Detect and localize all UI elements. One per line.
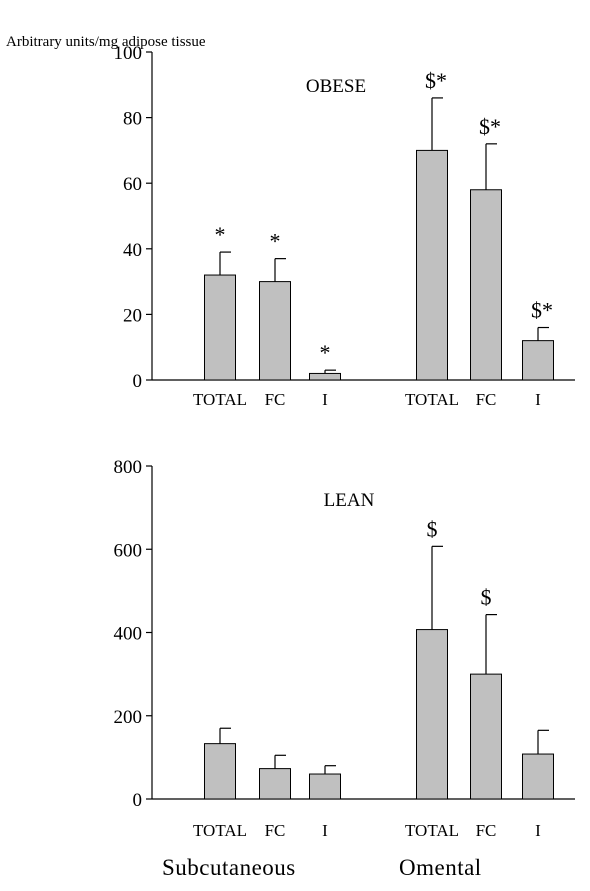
y-tick-label-obese: 80 <box>123 109 142 130</box>
category-label-lean: FC <box>476 821 497 840</box>
y-tick-label-obese: 0 <box>133 371 143 392</box>
y-tick-label-lean: 400 <box>114 624 143 645</box>
bar-lean <box>309 773 341 800</box>
significance-marker-lean: $ <box>427 516 438 541</box>
group-label-omental: Omental <box>399 855 482 880</box>
bar-lean <box>259 768 291 800</box>
bar-obese <box>416 149 448 381</box>
y-tick-label-lean: 600 <box>114 540 143 561</box>
significance-marker-lean: $ <box>481 585 492 610</box>
category-label-lean: TOTAL <box>193 821 247 840</box>
category-label-lean: FC <box>265 821 286 840</box>
y-tick-label-obese: 20 <box>123 305 142 326</box>
panel-title-obese: OBESE <box>306 76 366 97</box>
bar-lean <box>522 753 554 800</box>
y-tick-label-obese: 40 <box>123 240 142 261</box>
panel-title-lean: LEAN <box>324 490 375 511</box>
bar-obese <box>522 340 554 381</box>
significance-marker-obese: * <box>215 222 226 247</box>
y-tick-label-obese: 100 <box>114 43 143 64</box>
significance-marker-obese: $* <box>479 114 501 139</box>
category-label-obese: FC <box>476 390 497 409</box>
significance-marker-obese: $* <box>425 68 447 93</box>
bar-lean <box>204 743 236 800</box>
y-unit-label: Arbitrary units/mg adipose tissue <box>6 34 206 50</box>
category-label-obese: TOTAL <box>193 390 247 409</box>
bar-obese <box>259 281 291 381</box>
bar-lean <box>470 673 502 800</box>
group-label-subcutaneous: Subcutaneous <box>162 855 296 880</box>
significance-marker-obese: * <box>270 229 281 254</box>
significance-marker-obese: * <box>320 340 331 365</box>
y-tick-label-lean: 200 <box>114 707 143 728</box>
category-label-lean: TOTAL <box>405 821 459 840</box>
bar-obese <box>204 274 236 381</box>
y-tick-label-lean: 0 <box>133 790 143 811</box>
category-label-lean: I <box>322 821 328 840</box>
category-label-obese: I <box>322 390 328 409</box>
y-tick-label-obese: 60 <box>123 174 142 195</box>
category-label-obese: FC <box>265 390 286 409</box>
bar-obese <box>309 372 341 381</box>
category-label-obese: TOTAL <box>405 390 459 409</box>
significance-marker-obese: $* <box>531 298 553 323</box>
category-label-lean: I <box>535 821 541 840</box>
category-label-obese: I <box>535 390 541 409</box>
bar-lean <box>416 629 448 800</box>
bar-obese <box>470 189 502 381</box>
y-tick-label-lean: 800 <box>114 457 143 478</box>
